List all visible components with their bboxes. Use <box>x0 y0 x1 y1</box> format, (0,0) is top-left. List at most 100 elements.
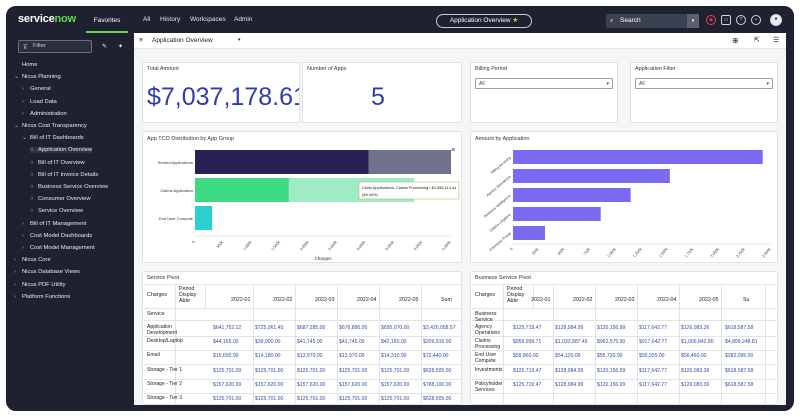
pivot-cell: $44,165.00 <box>213 339 239 346</box>
bar-segment[interactable] <box>368 150 451 174</box>
pivot-cell: $59,860.00 <box>513 353 539 360</box>
pivot-row-label: Storage - Tier 2 <box>147 380 183 387</box>
x-tick-label: 1,250k <box>632 247 642 258</box>
sidebar-item[interactable]: ○ Bill of IT Overview <box>30 160 85 166</box>
favorites-tab[interactable]: Favorites <box>86 10 128 33</box>
bar[interactable] <box>513 207 601 221</box>
pivot-cell: $72,440.00 <box>423 353 449 360</box>
sidebar-item[interactable]: › Load Data <box>22 99 57 105</box>
pivot-cell: $117,642.77 <box>639 381 667 388</box>
x-tick-label: 1,500k <box>658 247 668 258</box>
sidebar-item-label: Consumer Overview <box>38 196 91 203</box>
bar[interactable] <box>513 169 670 183</box>
sidebar-item[interactable]: › Administration <box>22 111 67 117</box>
sidebar-item[interactable]: ○ Consumer Overview <box>30 196 91 202</box>
sidebar-item[interactable]: › Cost Model Dashboards <box>22 233 92 239</box>
bar-segment[interactable] <box>195 178 289 202</box>
pivot-row-label: Agency Operations <box>475 324 500 336</box>
global-search[interactable]: ⌕ Search ▾ <box>606 14 699 28</box>
avatar[interactable]: ● <box>770 14 782 26</box>
grid-line <box>553 284 554 404</box>
settings-icon[interactable]: ☰ <box>773 37 780 44</box>
sidebar-item[interactable]: › Nicus PDF Utility <box>14 282 65 288</box>
sidebar-item[interactable]: ⌄ Nicus Cost Transparency <box>14 123 87 129</box>
pivot-cell: $788,100.00 <box>423 381 452 388</box>
sidebar-item[interactable]: ○ Bill of IT Invoice Details <box>30 172 98 178</box>
sidebar-item[interactable]: › Cost Model Management <box>22 245 95 251</box>
bell-icon[interactable]: • <box>751 15 761 25</box>
sidebar-item[interactable]: › Platform Functions <box>14 294 70 300</box>
globe-icon[interactable]: ◉ <box>706 15 716 25</box>
add-icon[interactable]: ⊕ <box>732 36 739 45</box>
pivot-cell: $676,890.00 <box>339 325 368 331</box>
sidebar-item[interactable]: › Bill of IT Management <box>22 221 86 227</box>
y-tick-label: Shared Applications <box>158 160 193 165</box>
pivot-row-label: Storage - Tier 3 <box>147 395 183 401</box>
servicenow-logo[interactable]: servicenow <box>18 13 76 25</box>
share-icon[interactable]: ⇱ <box>754 37 760 44</box>
application-filter-card: Application Filter All ▾ <box>630 62 778 123</box>
sidebar-item[interactable]: ○ Service Overview <box>30 208 83 214</box>
sidebar-item[interactable]: ⌄ Bill of IT Dashboards <box>22 135 84 141</box>
grid-line <box>471 308 777 309</box>
grid-line <box>421 284 422 404</box>
sidebar-item-label: Home <box>22 62 38 68</box>
sidebar-item-label: Application Overview <box>38 147 93 154</box>
sidebar-item[interactable]: › Nicus Core <box>14 257 51 263</box>
sidebar-item[interactable]: Home <box>14 62 37 68</box>
edit-icon[interactable]: ✎ <box>102 44 108 50</box>
filter-input[interactable]: ⊽ Filter <box>18 40 92 53</box>
pivot-cell: $41,745.00 <box>297 339 323 346</box>
title-dropdown-icon[interactable]: ▾ <box>238 37 241 43</box>
chevron-right-icon: › <box>14 269 16 276</box>
pivot-header-charges: Charges <box>475 292 496 298</box>
chevron-right-icon: › <box>22 86 24 93</box>
bar[interactable] <box>513 226 545 240</box>
nav-workspaces[interactable]: Workspaces <box>190 16 226 23</box>
chat-icon[interactable]: ▭ <box>721 15 731 25</box>
sidebar-item[interactable]: › Nicus Database Views <box>14 269 80 275</box>
star-icon[interactable]: ★ <box>512 17 519 24</box>
search-input[interactable]: Search <box>620 17 641 24</box>
nav-history[interactable]: History <box>160 16 181 23</box>
pivot-cell: $282,095.00 <box>725 353 754 360</box>
circle-icon: ○ <box>30 184 34 190</box>
pin-icon[interactable]: ✦ <box>118 44 124 50</box>
pivot-cell: $125,701.00 <box>381 367 410 374</box>
sidebar-item-label: Nicus Core <box>22 257 51 264</box>
tco-distribution-chart[interactable]: App TCO Distribution by App Group ≡ Shared… <box>143 132 462 263</box>
pivot-cell: $125,701.00 <box>213 396 242 402</box>
grid-line <box>533 284 534 308</box>
bar-segment[interactable] <box>195 206 213 230</box>
pivot-row-label: Email <box>147 352 160 359</box>
sidebar-item[interactable]: ⌄ Nicus Planning <box>14 74 61 80</box>
help-icon[interactable]: ? <box>736 15 746 25</box>
business-pivot-title: Business Service Pivot <box>475 275 531 281</box>
chart-menu-icon[interactable]: ≡ <box>451 147 455 154</box>
search-scope-dropdown[interactable]: ▾ <box>687 14 699 28</box>
pivot-cell: $641,752.12 <box>213 325 242 331</box>
bar[interactable] <box>513 188 631 202</box>
service-pivot-card: Service Pivot Charges Period Display Abbr… <box>142 271 462 405</box>
bar-segment[interactable] <box>195 150 369 174</box>
sidebar-item[interactable]: ○ Application Overview <box>30 147 93 154</box>
pivot-cell: $126,083.36 <box>681 381 710 388</box>
nav-admin[interactable]: Admin <box>234 16 253 23</box>
pivot-cell: $128,984.99 <box>555 367 584 374</box>
nav-all[interactable]: All <box>143 16 151 23</box>
circle-icon: ○ <box>30 208 34 215</box>
sidebar-item-label: Service Overview <box>38 208 84 215</box>
application-filter-select[interactable]: All ▾ <box>635 78 773 89</box>
y-tick-label: End User Compute <box>159 216 194 221</box>
pivot-cell: $687,285.00 <box>297 325 326 331</box>
sidebar-item[interactable]: ○ Business Service Overview <box>30 184 108 190</box>
bar[interactable] <box>513 150 763 164</box>
x-tick-label: 4,000k <box>413 240 423 251</box>
circle-icon: ○ <box>30 171 34 178</box>
menu-icon[interactable]: ≡ <box>139 37 143 44</box>
sidebar-item[interactable]: › General <box>22 86 51 92</box>
billing-period-label: Billing Period <box>475 66 508 72</box>
billing-period-select[interactable]: All ▾ <box>475 78 613 89</box>
app-pill[interactable]: Application Overview ★ <box>436 14 532 28</box>
